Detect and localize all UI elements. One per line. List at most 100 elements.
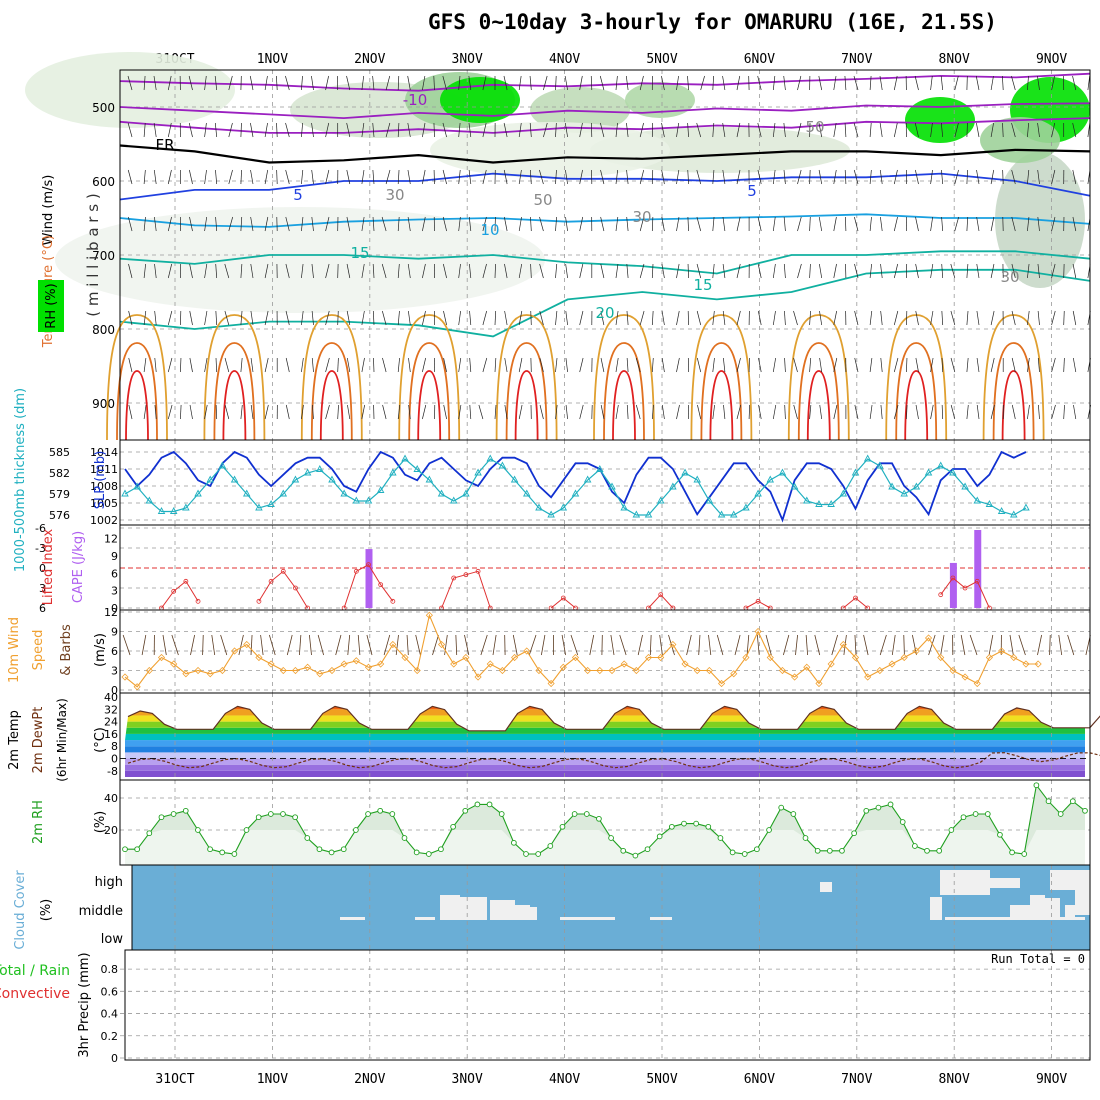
wind-barb [422, 404, 427, 420]
wind-barb [797, 75, 802, 91]
wind-barb [204, 404, 208, 420]
thickness-marker [766, 475, 775, 483]
wind-barb [189, 263, 193, 279]
rh-marker [1045, 798, 1052, 805]
cape-tick-label: 3 [111, 585, 118, 598]
thickness-marker [803, 496, 811, 504]
wind-barb [361, 75, 365, 91]
wind-barb [635, 404, 641, 420]
wind-barb [880, 263, 883, 279]
wind-barb [128, 310, 133, 326]
wind-barb [795, 634, 798, 656]
wind-barb [809, 263, 811, 279]
wind-barb [814, 634, 821, 656]
wind-barb [966, 310, 969, 326]
wind-barb [346, 169, 351, 185]
wind-barb [397, 216, 400, 232]
wind-barb [687, 216, 689, 232]
cloud-cover-block [490, 900, 515, 920]
wind-barb [285, 169, 290, 185]
wind-barb [311, 310, 314, 326]
wind-barb [716, 634, 724, 656]
wind-barb [869, 169, 872, 185]
wind-barb [539, 216, 544, 232]
x-tick-label-bottom: 31OCT [155, 1072, 194, 1087]
wind-speed-marker [145, 666, 153, 675]
thickness-marker [620, 503, 628, 511]
wind-barb [211, 634, 216, 656]
wind-barb [757, 122, 762, 138]
wind-barb [783, 263, 786, 279]
precip-tick-label: 0.2 [101, 1030, 119, 1043]
wind-barb [772, 122, 776, 138]
wind-barb [1027, 75, 1029, 91]
contour-label: 30 [1000, 268, 1019, 286]
wind-barb [482, 169, 487, 185]
wind-barb [1037, 216, 1040, 232]
cloud-cover-block [415, 917, 435, 920]
wind-barb [941, 169, 944, 185]
rh-shading [530, 87, 630, 133]
lifted-index-tick-label: 6 [39, 602, 46, 615]
cape-tick-label: 9 [111, 550, 118, 563]
thickness-marker [206, 475, 214, 483]
rh-marker [984, 811, 991, 817]
rh2m-axis-label: 2m RH [31, 800, 46, 844]
thickness-marker [851, 468, 860, 476]
wind-barb [966, 216, 969, 232]
wind-barb [482, 75, 487, 91]
wind-barb [458, 75, 461, 91]
x-tick-label-bottom: 1NOV [257, 1072, 288, 1087]
wind-barb [1027, 216, 1030, 232]
wind-units-label: (m/s) [93, 633, 108, 667]
wind-barb [990, 404, 995, 420]
wind-barb [579, 404, 584, 420]
wind-barb [224, 263, 230, 279]
x-tick-label-top: 2NOV [354, 52, 385, 67]
thickness-marker [681, 468, 689, 476]
wind-barb [879, 75, 883, 91]
wind-barb [651, 263, 654, 279]
warm-isotherm-loop [895, 342, 938, 441]
wind-speed-marker [705, 666, 713, 675]
wind-barb [869, 216, 872, 232]
wind-barb [784, 310, 786, 326]
rh-marker [425, 851, 432, 857]
rh-marker [1021, 851, 1028, 857]
wind-barb [954, 75, 959, 91]
wind-barb [687, 263, 689, 279]
wind-barb [676, 357, 680, 373]
wind-barb [153, 122, 157, 138]
cloud-cover-block [340, 917, 365, 920]
lifted-index-tick-label: -6 [35, 522, 46, 535]
wind-barb [128, 404, 133, 420]
wind-barb [301, 310, 304, 326]
wind-barb [988, 634, 994, 656]
minmax-axis-label: (6hr Min/Max) [55, 698, 69, 782]
wind-barb [854, 263, 859, 279]
thickness-tick-label: 579 [49, 488, 70, 501]
wind-barb [250, 310, 254, 326]
contour-label: FR [155, 136, 174, 154]
wind-barb [676, 310, 680, 326]
wind-barb [639, 122, 644, 138]
wind-barb [930, 75, 933, 91]
rh-marker [122, 846, 128, 853]
wind-barb [286, 634, 293, 656]
wind-barb [214, 122, 218, 138]
wind-speed-tick-label: 3 [111, 665, 118, 678]
wind-barb [127, 122, 133, 138]
wind-barb [854, 404, 859, 420]
wind-barb [818, 169, 823, 185]
wind-barb [167, 216, 172, 232]
rh-shading [625, 82, 695, 118]
wind-barb [915, 216, 919, 232]
rh-marker [401, 835, 408, 841]
wind-barb [625, 75, 629, 91]
wind-barb [518, 75, 522, 91]
temp-tick-label: 32 [104, 703, 118, 716]
wind-barb [712, 75, 714, 91]
wind-barb [579, 122, 583, 138]
wind-barb [879, 122, 883, 138]
wind-barb [444, 634, 448, 656]
